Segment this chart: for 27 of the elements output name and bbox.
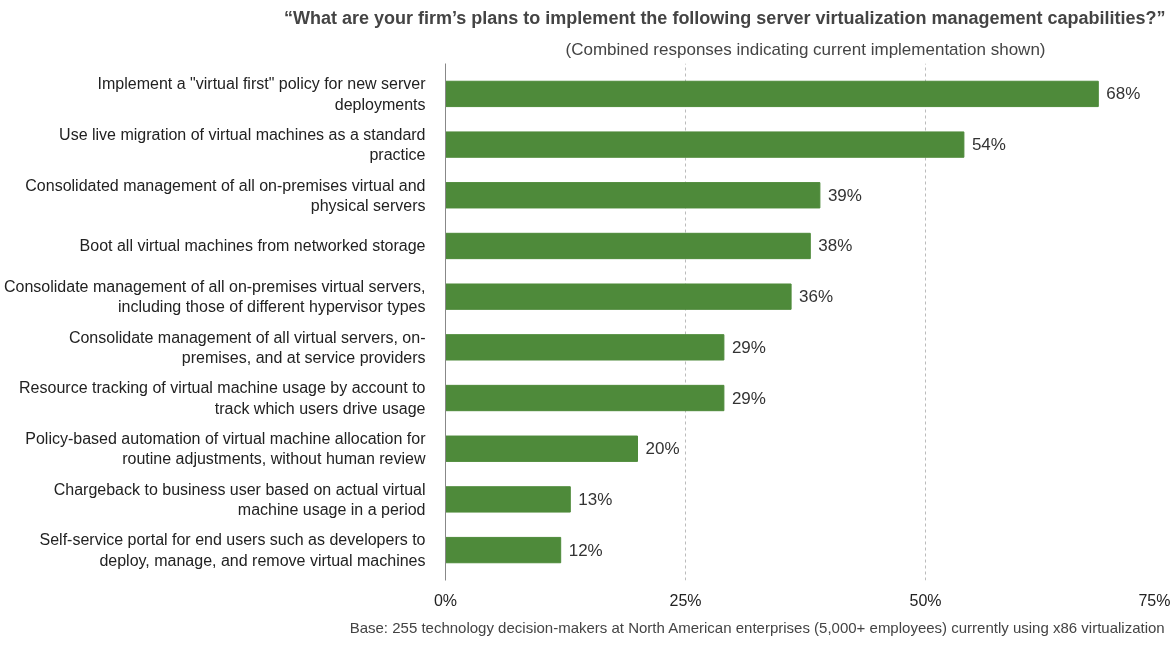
data-label: 29% — [731, 337, 766, 357]
data-label: 39% — [827, 185, 862, 205]
y-tick-label: Implement a "virtual first" policy for new server deployments — [97, 75, 427, 113]
y-tick-label: Resource tracking of virtual machine usage by account to track which users drive usage — [19, 379, 426, 417]
data-label: 68% — [1106, 84, 1141, 104]
y-tick-label: Consolidate management of all on-premises virtual servers, including those of different hypervisor types — [3, 277, 426, 316]
data-label: 36% — [799, 287, 834, 307]
y-tick-label: Chargeback to business user based on actual virtual machine usage in a period — [53, 480, 426, 519]
data-label: 12% — [568, 540, 603, 560]
data-label: 13% — [578, 489, 613, 509]
y-tick-label: Boot all virtual machines from networked storage — [79, 237, 426, 255]
data-label: 54% — [971, 135, 1006, 155]
x-tick-label: 0% — [433, 591, 458, 609]
text: Base: 255 technology decision-makers at North American enterprises (5,000+ employees) currently using x86 virtualization — [349, 618, 1165, 636]
data-label: 20% — [645, 439, 680, 459]
data-label: 38% — [818, 236, 853, 256]
y-tick-label: Use live migration of virtual machines as a standard practice — [59, 125, 426, 164]
x-tick-label: 25% — [669, 591, 702, 609]
x-tick-label: 75% — [1138, 591, 1171, 609]
chart-title: “What are your firm’s plans to implement the following server virtualization management capabilities?” — [283, 7, 1166, 28]
x-tick-label: 50% — [909, 591, 942, 609]
chart-subtitle: (Combined responses indicating current implementation shown) — [565, 39, 1046, 59]
data-label: 29% — [731, 388, 766, 408]
y-tick-label: Self-service portal for end users such as developers to deploy, manage, and remove virtual machines — [39, 531, 426, 569]
y-tick-label: Consolidated management of all on-premises virtual and physical servers — [25, 176, 426, 214]
y-tick-label: Policy-based automation of virtual machine allocation for routine adjustments, without human review — [25, 430, 427, 468]
y-tick-label: Consolidate management of all virtual servers, on-premises, and at service providers — [68, 328, 426, 367]
